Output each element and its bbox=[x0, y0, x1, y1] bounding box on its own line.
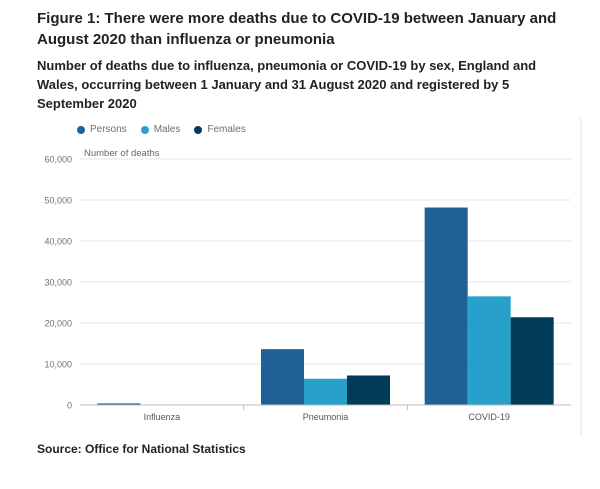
legend-swatch-males bbox=[140, 125, 149, 134]
legend-label-persons: Persons bbox=[90, 124, 127, 135]
y-tick-label: 30,000 bbox=[44, 278, 72, 288]
x-axis: Influenza Pneumonia COVID-19 bbox=[80, 404, 571, 422]
bar-males-covid-19 bbox=[467, 296, 511, 405]
bar-chart: 0 10,000 20,000 30,000 40,000 50,000 60,000 Nu… bbox=[44, 118, 582, 436]
bars bbox=[97, 207, 554, 405]
source-note: Source: Office for National Statistics bbox=[37, 442, 246, 456]
bar-persons-influenza bbox=[97, 403, 141, 405]
chart-title: Figure 1: There were more deaths due to … bbox=[37, 10, 557, 48]
y-tick-label: 10,000 bbox=[44, 360, 72, 370]
x-tick-label: Pneumonia bbox=[303, 412, 349, 422]
x-tick-label: COVID-19 bbox=[468, 412, 510, 422]
x-tick-label: Influenza bbox=[144, 412, 181, 422]
legend-item-persons: Persons bbox=[77, 124, 127, 135]
bar-females-covid-19 bbox=[510, 317, 554, 405]
y-tick-label: 40,000 bbox=[44, 237, 72, 247]
y-tick-label: 50,000 bbox=[44, 196, 72, 206]
legend-label-males: Males bbox=[153, 124, 181, 135]
bar-males-pneumonia bbox=[304, 378, 347, 405]
y-axis: 0 10,000 20,000 30,000 40,000 50,000 60,000 bbox=[44, 155, 72, 411]
y-tick-label: 60,000 bbox=[44, 155, 72, 165]
bar-persons-pneumonia bbox=[261, 349, 304, 405]
legend-item-males: Males bbox=[140, 124, 181, 135]
legend-label-females: Females bbox=[207, 124, 246, 135]
y-tick-label: 0 bbox=[67, 401, 72, 411]
legend-swatch-females bbox=[194, 125, 203, 134]
legend: Persons Males Females bbox=[77, 124, 246, 135]
legend-swatch-persons bbox=[77, 125, 85, 134]
chart-subtitle: Number of deaths due to influenza, pneum… bbox=[37, 58, 537, 111]
bar-persons-covid-19 bbox=[424, 207, 468, 405]
legend-item-females: Females bbox=[194, 124, 246, 135]
bar-females-pneumonia bbox=[347, 375, 390, 405]
y-tick-label: 20,000 bbox=[44, 319, 72, 329]
y-axis-label: Number of deaths bbox=[84, 148, 160, 159]
